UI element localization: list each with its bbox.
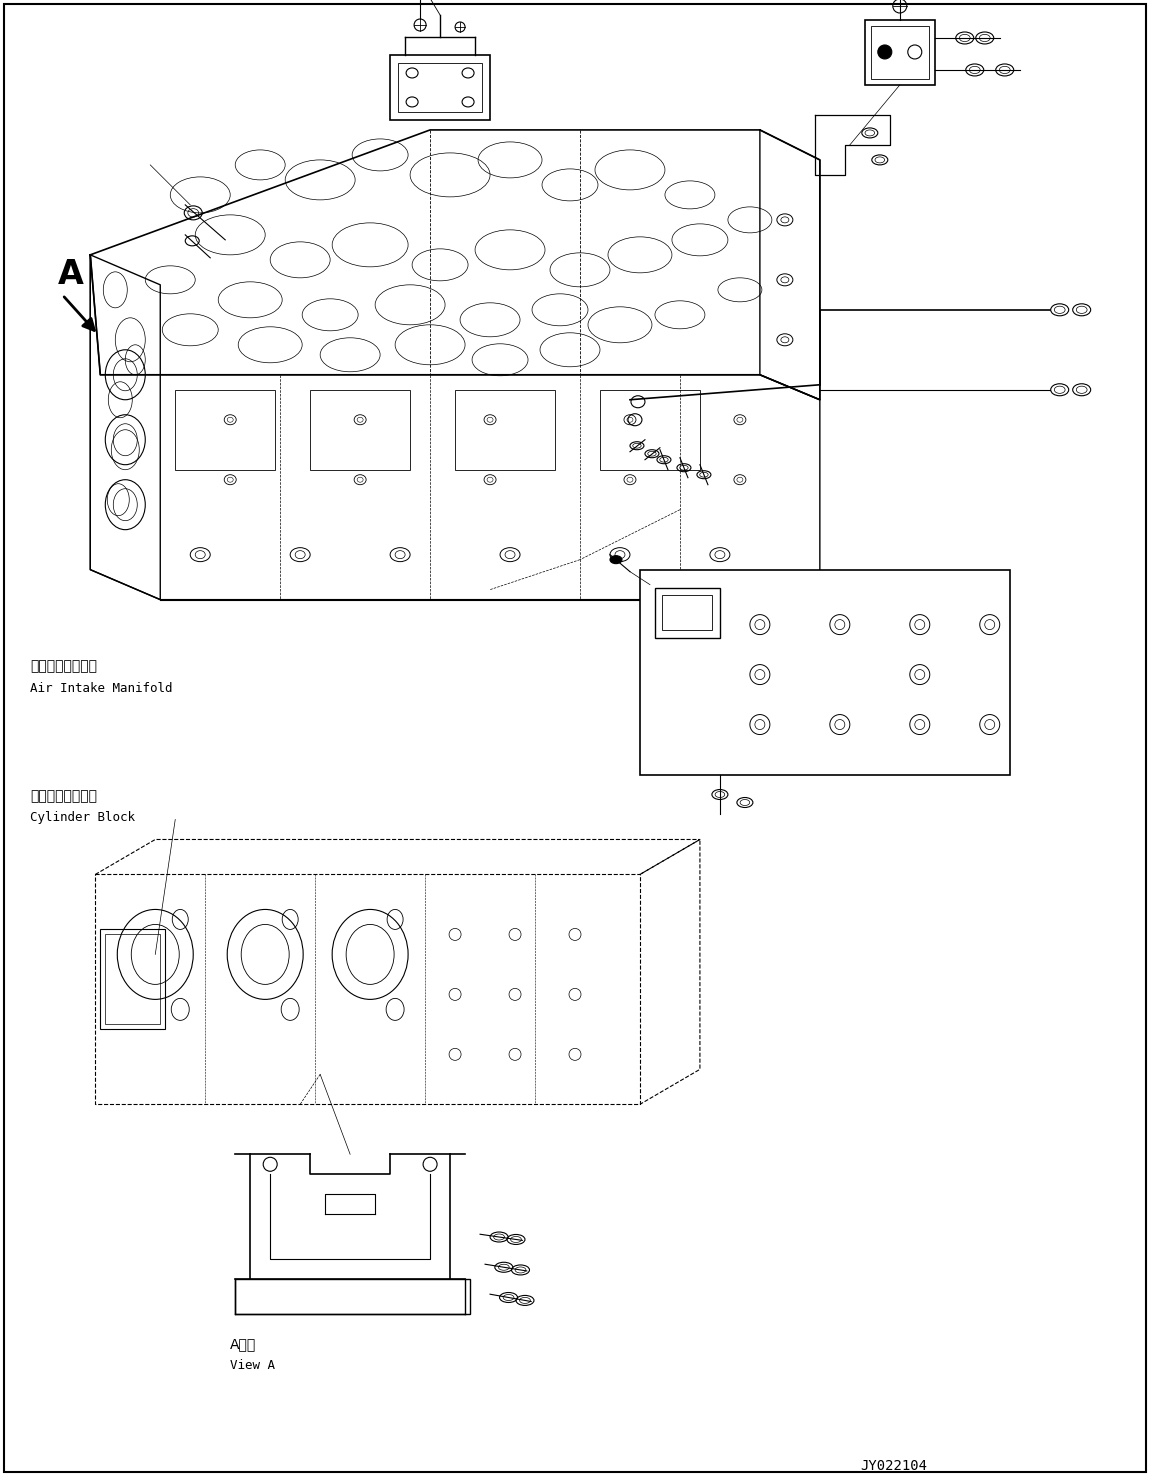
Ellipse shape: [877, 44, 891, 59]
Text: 吸気マニホールド: 吸気マニホールド: [30, 660, 98, 674]
Bar: [865, 21, 935, 86]
Text: A　視: A 視: [230, 1337, 256, 1351]
Bar: [455, 390, 555, 470]
FancyArrowPatch shape: [64, 297, 94, 331]
Ellipse shape: [610, 555, 622, 564]
Text: JY022104: JY022104: [860, 1459, 927, 1473]
Text: シリンダブロック: シリンダブロック: [30, 790, 98, 803]
Bar: [871, 27, 929, 78]
Text: View A: View A: [230, 1359, 275, 1372]
Text: Air Intake Manifold: Air Intake Manifold: [30, 681, 172, 694]
Text: Cylinder Block: Cylinder Block: [30, 811, 136, 824]
Bar: [106, 935, 160, 1025]
Bar: [175, 390, 275, 470]
Bar: [236, 1279, 470, 1315]
Bar: [310, 390, 411, 470]
Bar: [662, 595, 712, 629]
Bar: [100, 929, 166, 1029]
Text: A: A: [59, 258, 84, 291]
Bar: [398, 64, 482, 112]
Bar: [656, 588, 720, 638]
Bar: [639, 570, 1010, 774]
Bar: [600, 390, 700, 470]
Bar: [390, 55, 490, 120]
